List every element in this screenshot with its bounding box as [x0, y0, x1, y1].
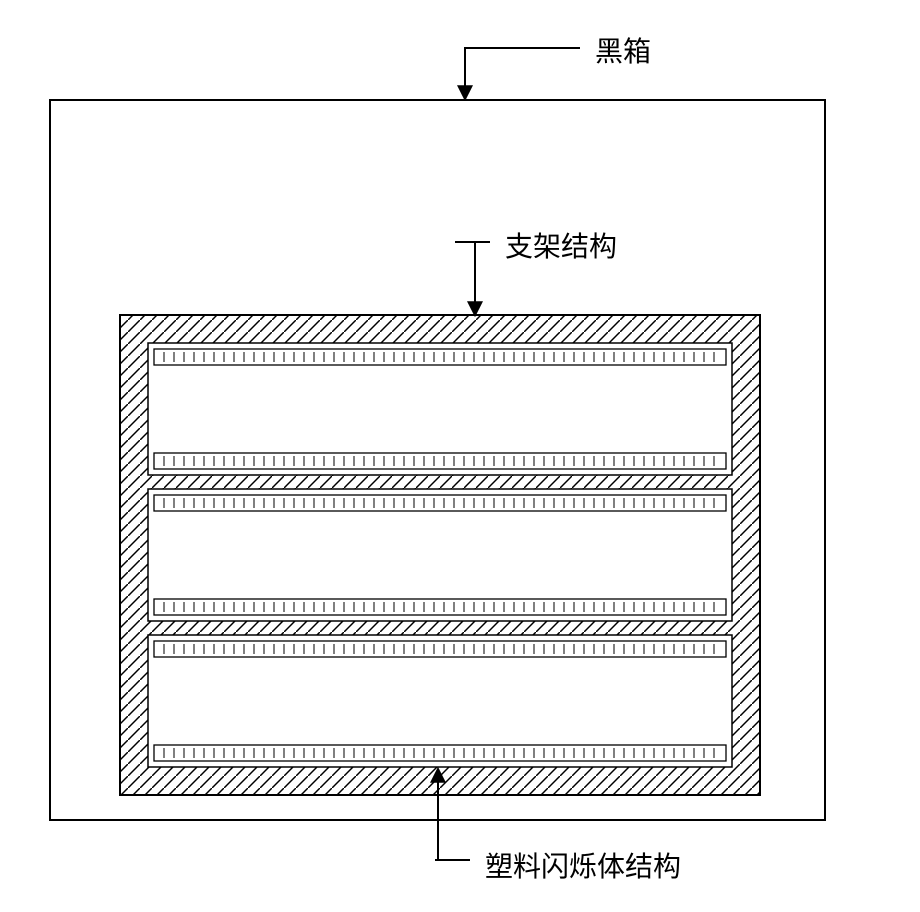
label-frame: 支架结构: [505, 225, 617, 265]
label-outer-box: 黑箱: [595, 30, 651, 70]
diagram-canvas: 黑箱 支架结构 塑料闪烁体结构: [20, 20, 900, 892]
diagram-svg: [20, 20, 900, 892]
label-scintillator: 塑料闪烁体结构: [485, 845, 681, 885]
